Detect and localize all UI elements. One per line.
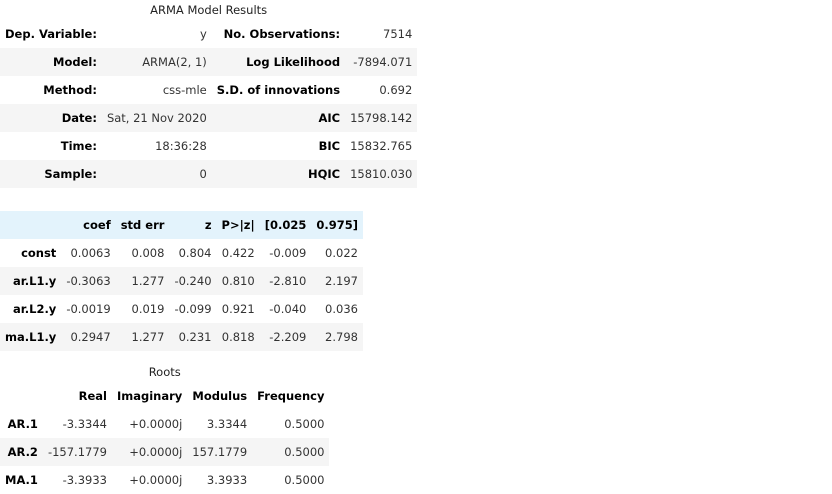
column-header [0,211,61,239]
row-label: AR.2 [7,445,38,459]
table-cell: -0.240 [174,274,212,288]
roots-caption: Roots [148,365,181,379]
table-cell: +0.0000j [129,445,183,459]
row-label: MA.1 [5,473,38,487]
column-header: coef [83,218,111,232]
table-row: AR.1 -3.3344 +0.0000j 3.3344 0.5000 [0,410,330,438]
summary-value: css-mle [162,83,207,97]
summary-row: Dep. Variable: y No. Observations: 7514 [0,20,418,48]
table-cell: 0.422 [221,246,255,260]
row-label: AR.1 [7,417,38,431]
summary-label: S.D. of innovations [216,83,341,97]
table-row: MA.1 -3.3933 +0.0000j 3.3933 0.5000 [0,466,330,494]
column-header: Real [78,389,107,403]
table-cell: 0.036 [325,302,358,316]
summary-label: HQIC [307,167,341,181]
summary-label: AIC [318,111,341,125]
summary-label: Model: [53,55,97,69]
summary-label: BIC [318,139,341,153]
table-row: ar.L1.y -0.3063 1.277 -0.240 0.810 -2.81… [0,267,363,295]
table-row: AR.2 -157.1779 +0.0000j 157.1779 0.5000 [0,438,330,466]
table-cell: 0.2947 [70,330,111,344]
column-header: z [204,218,212,232]
roots-header-row: Real Imaginary Modulus Frequency [0,382,330,410]
summary-row: Method: css-mle S.D. of innovations 0.69… [0,76,418,104]
coefficient-header-row: coef std err z P>|z| [0.025 0.975] [0,211,363,239]
summary-row: Model: ARMA(2, 1) Log Likelihood -7894.0… [0,48,418,76]
table-cell: 3.3933 [206,473,248,487]
summary-value: 7514 [383,27,413,41]
row-label: ma.L1.y [5,330,57,344]
column-header [0,382,43,410]
table-row: const 0.0063 0.008 0.804 0.422 -0.009 0.… [0,239,363,267]
table-cell: 0.5000 [284,417,325,431]
row-label: ar.L2.y [12,302,57,316]
summary-value: 0.692 [379,83,413,97]
table-cell: +0.0000j [129,417,183,431]
table-cell: 0.5000 [284,445,325,459]
table-row: ar.L2.y -0.0019 0.019 -0.099 0.921 -0.04… [0,295,363,323]
row-label: ar.L1.y [12,274,57,288]
table-cell: 157.1779 [192,445,248,459]
table-cell: +0.0000j [129,473,183,487]
table-cell: 0.008 [131,246,165,260]
table-cell: 3.3344 [206,417,248,431]
table-cell: 1.277 [131,274,165,288]
summary-value: 0 [199,167,207,181]
table-cell: 0.019 [131,302,165,316]
summary-label: Sample: [44,167,97,181]
column-header: Frequency [257,389,325,403]
table-cell: -2.209 [269,330,307,344]
column-header: Modulus [192,389,248,403]
summary-label: Dep. Variable: [5,27,97,41]
table-cell: 0.921 [221,302,255,316]
table-cell: -0.0019 [66,302,111,316]
column-header: std err [120,218,165,232]
table-cell: 0.804 [178,246,212,260]
table-cell: 0.022 [325,246,358,260]
summary-value: 18:36:28 [155,139,207,153]
arma-summary-table: ARMA Model Results Dep. Variable: y No. … [0,1,418,188]
table-cell: 2.798 [325,330,358,344]
table-cell: -157.1779 [47,445,107,459]
summary-label: Method: [43,83,97,97]
table-cell: 0.5000 [284,473,325,487]
column-header: 0.975] [316,218,358,232]
arma-summary-caption: ARMA Model Results [150,3,268,17]
table-cell: -3.3933 [62,473,107,487]
summary-value: -7894.071 [353,55,413,69]
roots-table: Roots Real Imaginary Modulus Frequency A… [0,363,330,494]
table-cell: 0.231 [178,330,212,344]
column-header: [0.025 [264,218,307,232]
table-cell: -0.3063 [66,274,111,288]
table-cell: -0.009 [269,246,307,260]
table-cell: -0.040 [269,302,307,316]
summary-row: Time: 18:36:28 BIC 15832.765 [0,132,418,160]
summary-value: 15810.030 [350,167,413,181]
table-cell: 0.818 [221,330,255,344]
summary-value: ARMA(2, 1) [142,55,207,69]
summary-value: Sat, 21 Nov 2020 [106,111,207,125]
table-cell: 0.0063 [70,246,111,260]
column-header: Imaginary [116,389,183,403]
table-cell: 1.277 [131,330,165,344]
table-cell: 0.810 [221,274,255,288]
summary-row: Sample: 0 HQIC 15810.030 [0,160,418,188]
summary-row: Date: Sat, 21 Nov 2020 AIC 15798.142 [0,104,418,132]
table-cell: -2.810 [269,274,307,288]
table-cell: -3.3344 [62,417,107,431]
summary-value: y [199,27,207,41]
summary-label: Date: [61,111,97,125]
summary-label: No. Observations: [223,27,341,41]
row-label: const [21,246,57,260]
table-cell: -0.099 [174,302,212,316]
summary-label: Log Likelihood [246,55,341,69]
table-row: ma.L1.y 0.2947 1.277 0.231 0.818 -2.209 … [0,323,363,351]
summary-value: 15798.142 [350,111,413,125]
summary-label: Time: [60,139,97,153]
table-cell: 2.197 [325,274,358,288]
summary-value: 15832.765 [350,139,413,153]
coefficient-table: coef std err z P>|z| [0.025 0.975] const… [0,211,363,351]
column-header: P>|z| [221,218,255,232]
